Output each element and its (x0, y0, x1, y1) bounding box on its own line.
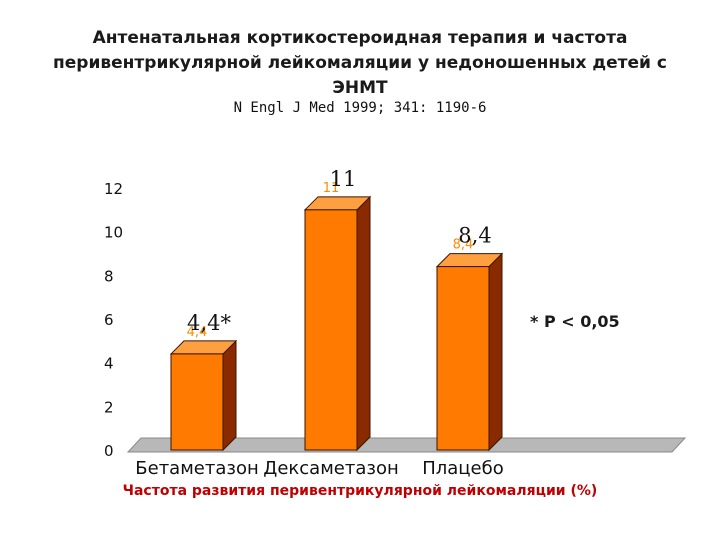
y-tick-label: 8 (104, 267, 114, 285)
title-line-1: Антенатальная кортикостероидная терапия … (92, 28, 628, 48)
data-label: 8,4 (458, 224, 491, 248)
citation: N Engl J Med 1999; 341: 1190-6 (233, 100, 487, 116)
x-axis-label: Частота развития перивентрикулярной лейк… (122, 483, 598, 499)
y-tick-label: 10 (104, 224, 123, 242)
data-label: 4,4* (187, 311, 231, 335)
data-label-small: 11 (323, 181, 340, 196)
title-line-2: перивентрикулярной лейкомаляции у недоно… (53, 53, 667, 73)
data-label: 11 (330, 167, 357, 191)
y-tick-label: 12 (104, 180, 123, 198)
bar (436, 266, 490, 451)
y-tick-label: 2 (104, 398, 114, 416)
y-tick-label: 4 (104, 355, 114, 373)
category-label: Дексаметазон (263, 458, 398, 479)
data-label-small: 8,4 (453, 238, 474, 253)
bar-side (356, 195, 371, 452)
y-tick-label: 0 (104, 442, 114, 460)
chart-floor (126, 437, 687, 453)
bar-side (222, 339, 237, 452)
y-tick-label: 6 (104, 311, 114, 329)
category-label: Бетаметазон (135, 458, 258, 479)
bar (170, 353, 224, 451)
data-label-small: 4,4 (187, 325, 208, 340)
bar (304, 209, 358, 451)
bar-side (488, 252, 503, 452)
title-line-3: ЭНМТ (332, 78, 388, 98)
category-label: Плацебо (422, 458, 504, 479)
significance-note: * P < 0,05 (530, 312, 620, 331)
